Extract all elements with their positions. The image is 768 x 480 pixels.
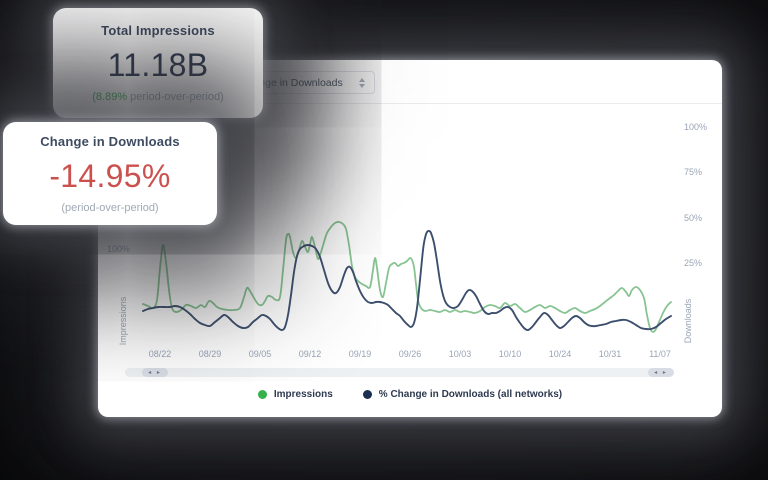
- scroll-arrows-icon: ◂ ▸: [654, 370, 668, 376]
- impressions-dot-icon: [257, 390, 267, 399]
- total-impressions-value: 11.18B: [107, 47, 209, 83]
- x-tick: 09/19: [348, 349, 372, 359]
- right-axis-label: Downloads: [683, 298, 693, 344]
- period-text: (period-over-period): [61, 201, 159, 214]
- x-tick: 10/10: [498, 349, 522, 359]
- header-divider: [98, 103, 722, 104]
- left-axis-tick-100: 100%: [106, 244, 130, 254]
- change-suffix: period-over-period): [127, 91, 224, 103]
- metric-dropdown-value: Change in Downloads: [240, 76, 343, 89]
- metric-dropdown[interactable]: Change in Downloads: [230, 71, 375, 94]
- change-percent: (8.89%: [92, 91, 128, 103]
- x-tick: 10/24: [548, 349, 572, 359]
- legend-item-impressions[interactable]: Impressions: [257, 389, 333, 400]
- change-in-downloads-card: Change in Downloads -14.95% (period-over…: [3, 122, 217, 225]
- scroll-left-handle[interactable]: ◂ ▸: [142, 368, 168, 377]
- right-axis-tick-75: 75%: [684, 167, 703, 177]
- series-line: [142, 229, 672, 331]
- x-axis-ticks: 08/22 08/29 09/05 09/12 09/19 09/26 10/03 10/10…: [98, 349, 722, 361]
- scroll-arrows-icon: ◂ ▸: [148, 370, 162, 376]
- series-line: [142, 221, 672, 333]
- x-tick: 11/07: [649, 349, 671, 359]
- chart-panel: Change in Downloads 100% Impressions 100…: [98, 60, 722, 417]
- total-impressions-card: Total Impressions 11.18B (8.89% period-o…: [53, 8, 263, 118]
- right-axis-tick-50: 50%: [684, 213, 703, 223]
- period-change-text: (8.89% period-over-period): [92, 91, 223, 103]
- right-axis-tick-100: 100%: [684, 122, 708, 132]
- legend-label: % Change in Downloads (all networks): [378, 389, 563, 400]
- change-in-downloads-value: -14.95%: [49, 157, 171, 194]
- x-tick: 09/05: [248, 349, 272, 359]
- card-title: Change in Downloads: [40, 133, 180, 149]
- chart-legend: Impressions % Change in Downloads (all n…: [98, 389, 722, 400]
- x-tick: 09/26: [398, 349, 422, 359]
- scroll-right-handle[interactable]: ◂ ▸: [648, 368, 674, 377]
- select-caret-icon: [359, 78, 365, 88]
- downloads-dot-icon: [362, 390, 372, 399]
- x-tick: 08/29: [198, 349, 222, 359]
- legend-item-downloads[interactable]: % Change in Downloads (all networks): [362, 389, 563, 400]
- x-tick: 10/31: [598, 349, 622, 359]
- x-tick: 08/22: [148, 349, 172, 359]
- card-title: Total Impressions: [101, 23, 215, 38]
- x-tick: 09/12: [298, 349, 322, 359]
- x-tick: 10/03: [448, 349, 472, 359]
- legend-label: Impressions: [273, 389, 333, 400]
- chart-scrollbar[interactable]: ◂ ▸ ◂ ▸: [125, 368, 674, 377]
- right-axis-tick-25: 25%: [684, 258, 703, 268]
- line-chart-plot-area[interactable]: [138, 208, 678, 340]
- left-axis-label: Impressions: [118, 296, 128, 346]
